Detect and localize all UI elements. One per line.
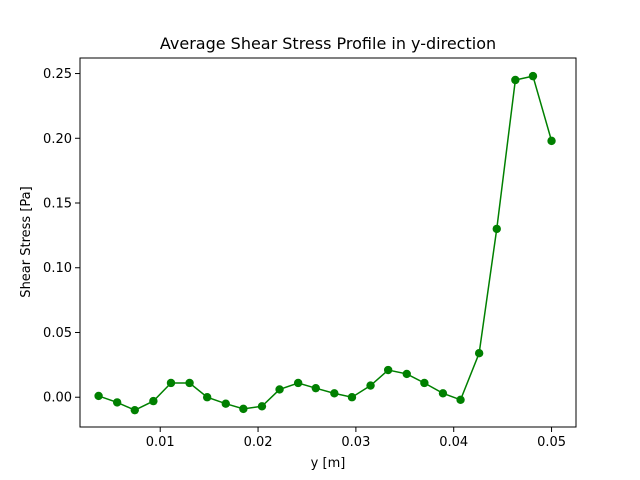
data-point [438,389,448,398]
data-point [149,396,158,406]
x-tick-label: 0.05 [537,435,566,450]
x-axis-label: y [m] [311,456,346,471]
data-point [166,378,176,388]
data-point [420,378,429,388]
y-tick-label: 0.15 [43,197,72,212]
data-point [511,75,520,85]
data-point [275,385,284,394]
series-markers [94,71,556,415]
y-axis: 0.00 0.05 0.10 0.15 0.20 0.25 [43,67,80,406]
data-point [202,393,212,402]
y-tick-label: 0.20 [43,132,72,147]
data-point [547,136,556,146]
data-point [239,404,248,414]
series-line [98,75,553,411]
data-point [112,398,122,407]
data-point [347,393,357,402]
data-point [528,71,538,81]
y-axis-label: Shear Stress [Pa] [19,186,34,297]
data-point [130,405,139,415]
x-tick-label: 0.03 [341,435,370,450]
y-tick-label: 0.00 [43,391,72,406]
x-axis: 0.01 0.02 0.03 0.04 0.05 [146,427,566,450]
data-point [94,391,103,401]
x-tick-label: 0.04 [439,435,468,450]
x-tick-label: 0.02 [244,435,273,450]
y-tick-label: 0.10 [43,261,72,276]
data-point [185,378,194,388]
y-tick-label: 0.25 [43,67,72,82]
data-point [366,381,375,390]
chart-title: Average Shear Stress Profile in y-direct… [160,34,496,53]
data-point [492,224,501,234]
data-point [311,383,320,393]
data-point [383,365,393,375]
data-point [402,369,411,379]
x-tick-label: 0.01 [146,435,175,450]
plot-area-frame [79,57,577,428]
y-tick-label: 0.05 [43,326,72,341]
data-point [293,378,303,388]
data-point [474,349,484,358]
data-point [257,402,267,411]
data-point [330,389,339,398]
data-point [456,395,465,405]
data-point [221,399,230,408]
